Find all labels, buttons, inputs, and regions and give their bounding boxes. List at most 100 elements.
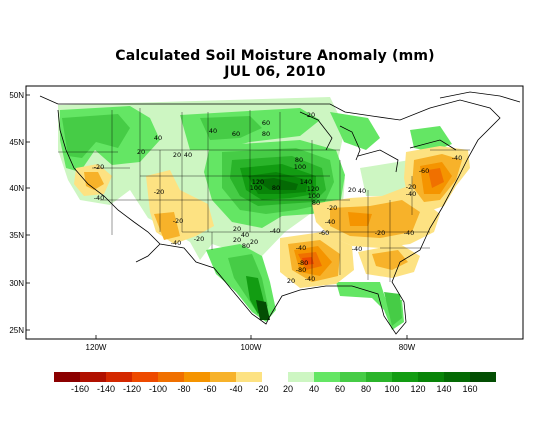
anomaly-region xyxy=(330,200,420,238)
colorbar-swatch xyxy=(340,372,366,382)
contour-label: 40 xyxy=(154,134,162,142)
colorbar-label: -40 xyxy=(229,384,242,394)
contour-label: 140 xyxy=(300,178,312,186)
colorbar-swatch xyxy=(262,372,288,382)
lat-label: 40N xyxy=(9,184,24,193)
lat-label: 25N xyxy=(9,326,24,335)
contour-label: 20 xyxy=(348,186,356,194)
lat-label: 35N xyxy=(9,231,24,240)
contour-label: 120 xyxy=(252,178,264,186)
colorbar-swatch xyxy=(418,372,444,382)
contour-label: 100 xyxy=(294,163,306,171)
colorbar-label: -100 xyxy=(149,384,167,394)
colorbar-swatch xyxy=(106,372,132,382)
colorbar-label: 20 xyxy=(283,384,293,394)
colorbar-swatch xyxy=(80,372,106,382)
lon-label: 100W xyxy=(241,343,262,352)
contour-label: 20 xyxy=(250,238,258,246)
anomaly-region xyxy=(348,212,372,226)
colorbar-swatch xyxy=(132,372,158,382)
contour-label: 20 xyxy=(233,236,241,244)
anomaly-region xyxy=(256,300,270,320)
anomaly-region xyxy=(384,292,402,326)
longitude-labels: 120W 100W 80W xyxy=(86,343,416,352)
anomaly-region xyxy=(302,257,314,265)
contour-label: -20 xyxy=(154,188,165,196)
contour-label: 120 xyxy=(307,185,319,193)
colorbar-label: 40 xyxy=(309,384,319,394)
anomaly-region xyxy=(154,212,180,240)
contour-label: -40 xyxy=(94,194,105,202)
contour-label: 80 xyxy=(272,184,280,192)
colorbar-label: 160 xyxy=(462,384,477,394)
colorbar-label: -140 xyxy=(97,384,115,394)
colorbar-swatch xyxy=(236,372,262,382)
contour-label: -40 xyxy=(270,227,281,235)
contour-label: 40 xyxy=(209,127,217,135)
colorbar-swatch xyxy=(184,372,210,382)
anomaly-region xyxy=(200,116,262,140)
contour-label: 80 xyxy=(295,156,303,164)
contour-label: 20 xyxy=(307,111,315,119)
contour-label: 60 xyxy=(232,130,240,138)
lat-label: 30N xyxy=(9,279,24,288)
colorbar-label: 60 xyxy=(335,384,345,394)
colorbar-label: -60 xyxy=(203,384,216,394)
contour-label: -80 xyxy=(298,259,309,267)
lat-label: 45N xyxy=(9,138,24,147)
colorbar-swatch xyxy=(444,372,470,382)
contour-label: 100 xyxy=(308,192,320,200)
colorbar-swatch xyxy=(392,372,418,382)
map-date: JUL 06, 2010 xyxy=(224,64,326,80)
contour-label: 20 xyxy=(233,225,241,233)
contour-label: 40 xyxy=(358,187,366,195)
contour-label: 40 xyxy=(184,151,192,159)
contour-label: 40 xyxy=(241,231,249,239)
anomaly-field xyxy=(26,86,523,339)
contour-label: 20 xyxy=(173,151,181,159)
axis-ticks xyxy=(26,94,408,339)
contour-label: -40 xyxy=(452,154,463,162)
anomaly-region xyxy=(336,282,404,330)
colorbar-label: 120 xyxy=(410,384,425,394)
colorbar-label: -160 xyxy=(71,384,89,394)
colorbar-swatch xyxy=(314,372,340,382)
lon-label: 80W xyxy=(399,343,416,352)
colorbar-swatch xyxy=(470,372,496,382)
contour-label: 60 xyxy=(262,119,270,127)
colorbar-swatch xyxy=(54,372,80,382)
state-boundaries xyxy=(58,108,470,282)
map-frame xyxy=(25,85,524,340)
colorbar-swatch xyxy=(158,372,184,382)
anomaly-region xyxy=(84,172,104,190)
contour-label: -20 xyxy=(173,217,184,225)
contour-label: -20 xyxy=(375,229,386,237)
anomaly-region xyxy=(62,114,130,158)
contour-label: -20 xyxy=(327,204,338,212)
contour-label: -40 xyxy=(352,245,363,253)
colorbar-label: -20 xyxy=(255,384,268,394)
anomaly-region xyxy=(256,178,298,190)
colorbar-label: -80 xyxy=(177,384,190,394)
lon-label: 120W xyxy=(86,343,107,352)
contour-label: -40 xyxy=(406,190,417,198)
map-title: Calculated Soil Moisture Anomaly (mm) xyxy=(115,48,435,64)
latitude-labels: 50N 45N 40N 35N 30N 25N xyxy=(9,91,24,335)
contour-label: -80 xyxy=(296,266,307,274)
contour-label: -40 xyxy=(325,218,336,226)
colorbar-label: 100 xyxy=(384,384,399,394)
contour-label: -60 xyxy=(419,167,430,175)
colorbar-label: 140 xyxy=(436,384,451,394)
contour-label: -40 xyxy=(305,275,316,283)
contour-label: -40 xyxy=(171,239,182,247)
colorbar-swatch xyxy=(366,372,392,382)
colorbar-swatch xyxy=(210,372,236,382)
contour-label: -20 xyxy=(194,235,205,243)
contour-label: -60 xyxy=(319,229,330,237)
contour-label: 80 xyxy=(242,242,250,250)
contour-label: -20 xyxy=(406,183,417,191)
contour-label: 20 xyxy=(287,277,295,285)
contour-label: 80 xyxy=(262,130,270,138)
